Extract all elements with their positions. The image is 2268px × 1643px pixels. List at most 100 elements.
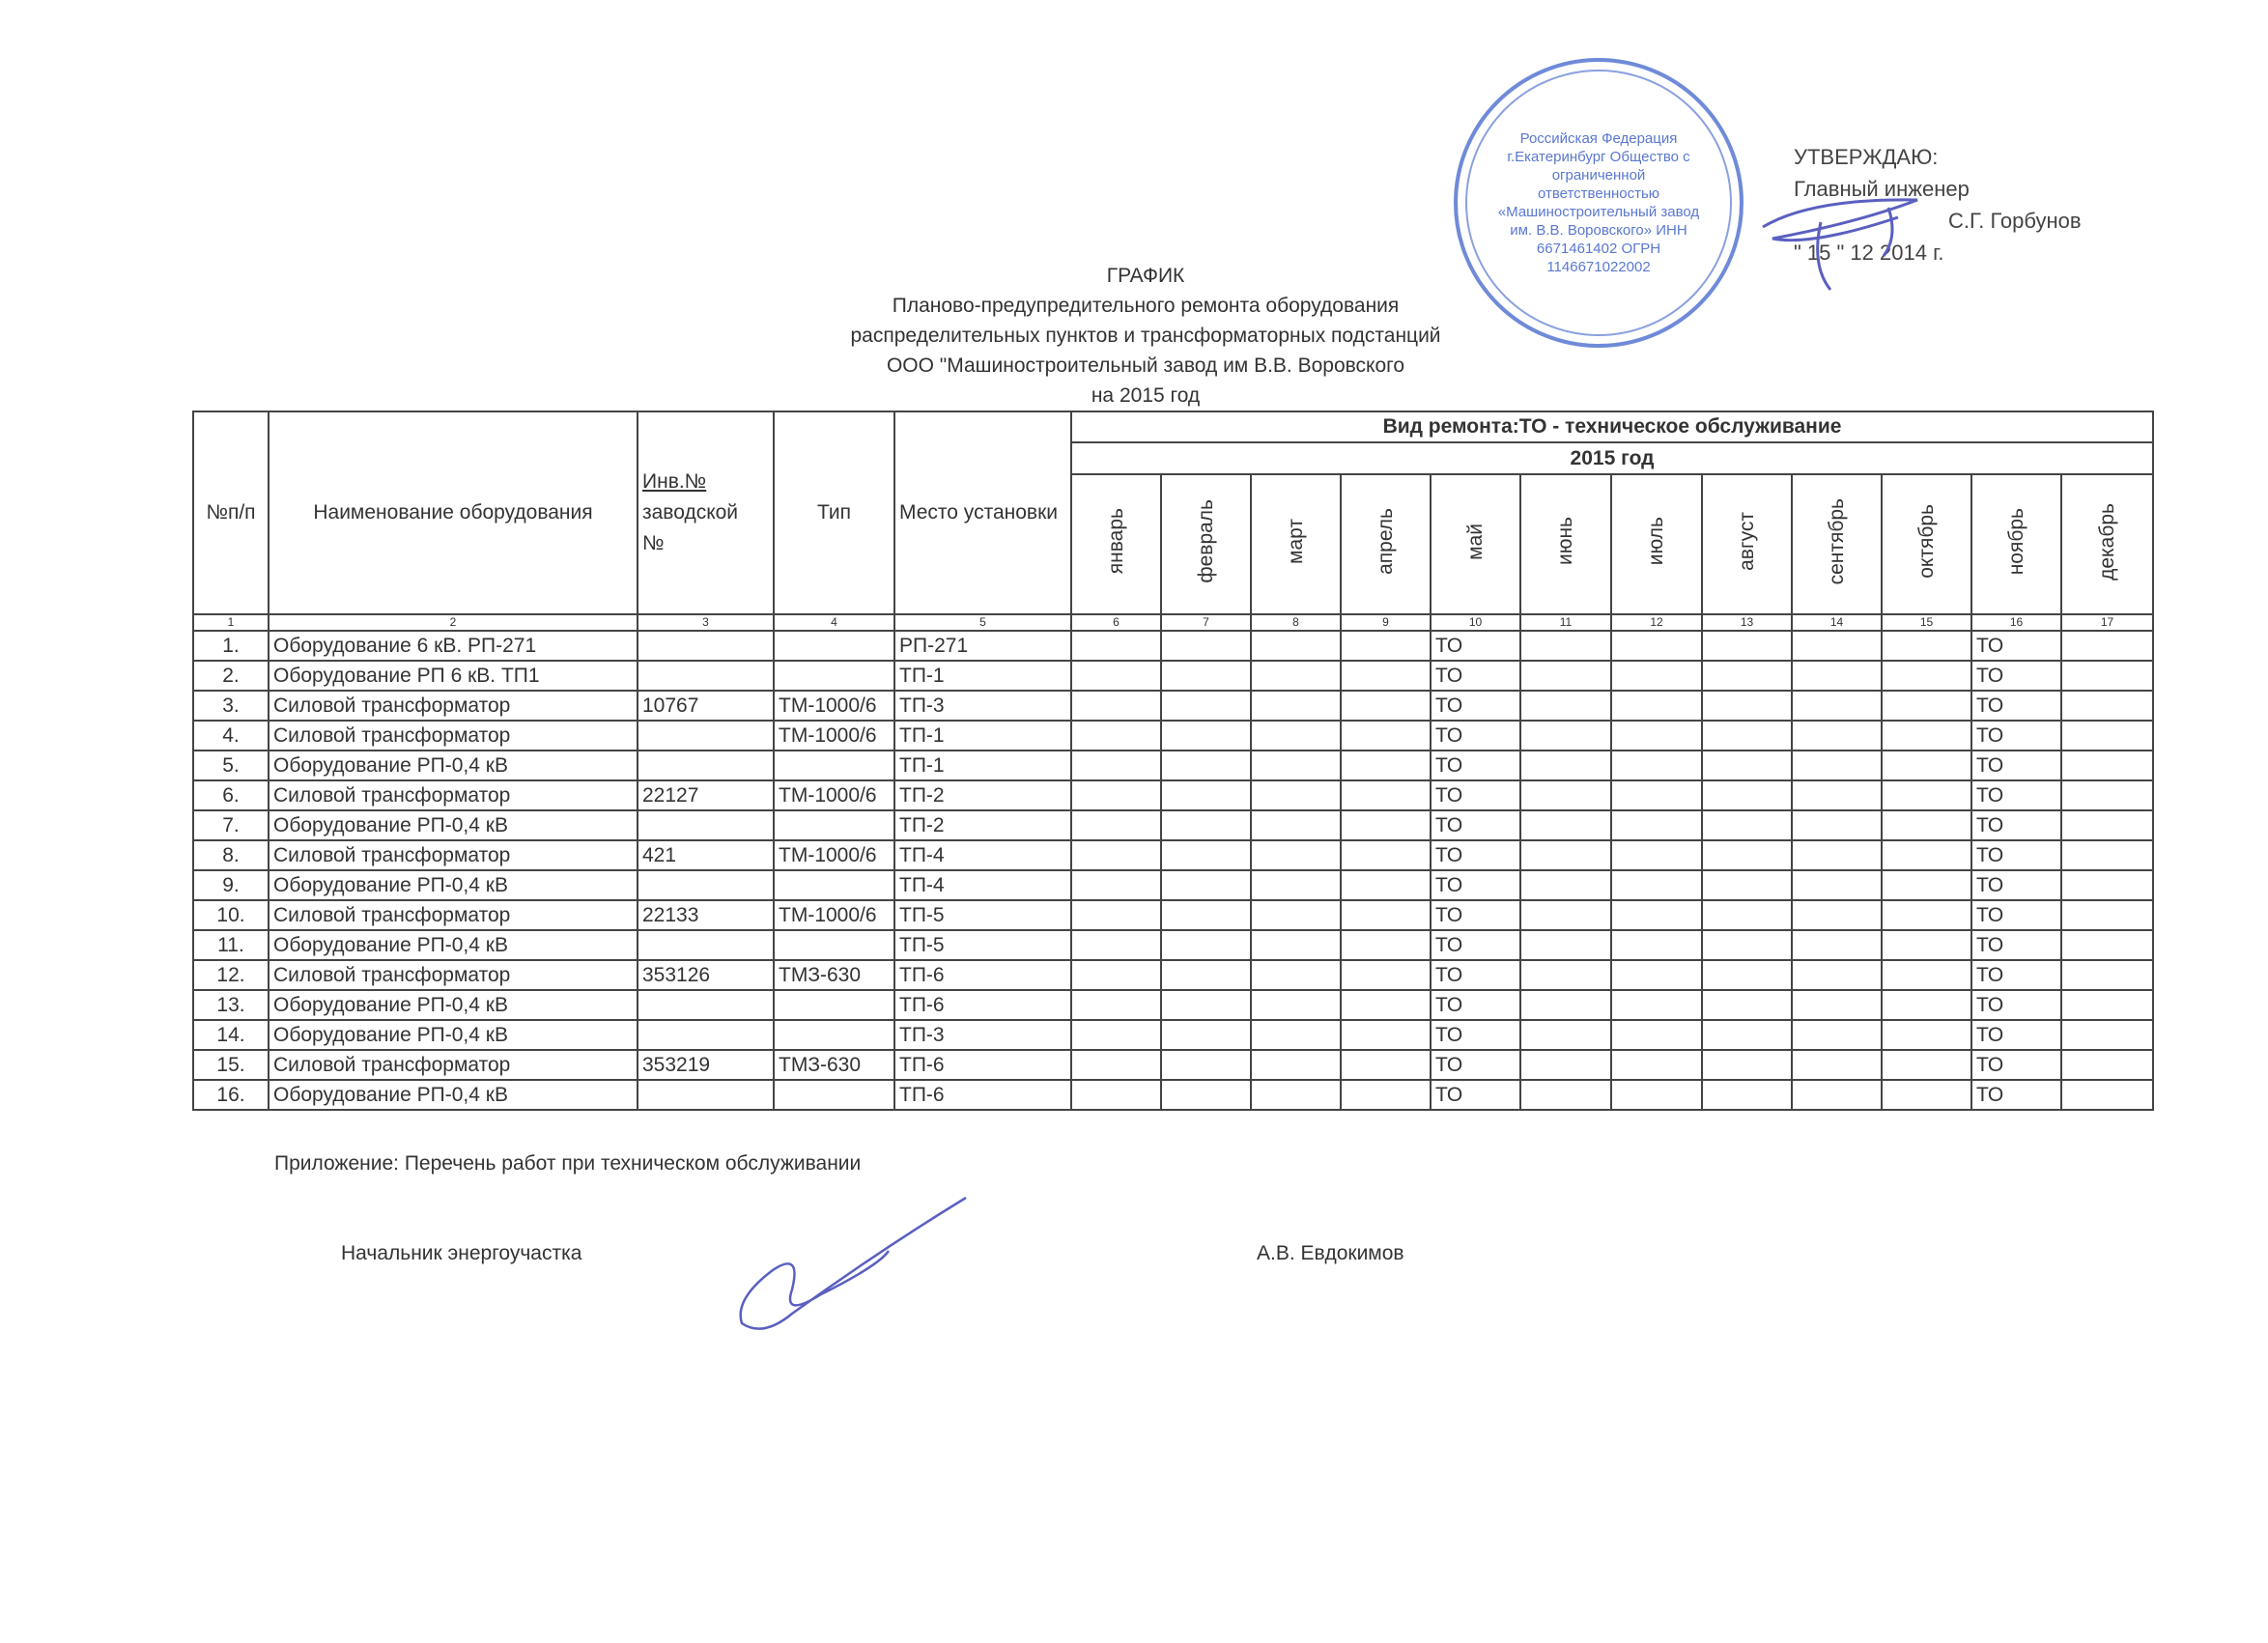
plan-cell: ТО [1430, 630, 1521, 662]
header-month: январь [1070, 473, 1162, 615]
inventory-number [637, 660, 775, 692]
column-number: 15 [1881, 613, 1972, 632]
plan-cell: ТО [1430, 690, 1521, 722]
plan-cell [1701, 660, 1793, 692]
plan-cell: ТО [1430, 1019, 1521, 1051]
plan-cell [1340, 869, 1432, 901]
header-num: №п/п [192, 411, 269, 615]
plan-cell [2059, 989, 2155, 1021]
plan-cell [1250, 720, 1342, 751]
plan-cell [1250, 630, 1342, 662]
column-number: 13 [1701, 613, 1793, 632]
plan-cell: ТО [1970, 959, 2062, 991]
plan-cell [1160, 779, 1252, 811]
table-row: 15. Силовой трансформатор 353219 ТМЗ-630 ТП-… [192, 1049, 2155, 1081]
column-number: 5 [893, 613, 1072, 632]
install-location: ТП-6 [893, 1049, 1072, 1081]
row-number: 5. [192, 750, 269, 781]
plan-cell [1340, 1019, 1432, 1051]
plan-cell [1160, 750, 1252, 781]
plan-cell [1070, 899, 1162, 931]
install-location: ТП-2 [893, 809, 1072, 841]
equipment-type: ТМ-1000/6 [773, 690, 895, 722]
equipment-type: ТМ-1000/6 [773, 839, 895, 871]
plan-cell [1250, 959, 1342, 991]
plan-cell [1340, 929, 1432, 961]
plan-cell [1881, 1019, 1972, 1051]
table-row: 2. Оборудование РП 6 кВ. ТП1 ТП-1 ТО ТО [192, 660, 2155, 692]
plan-cell [1881, 839, 1972, 871]
equipment-name: Оборудование РП-0,4 кВ [268, 1079, 638, 1111]
plan-cell [1610, 630, 1703, 662]
plan-cell [1160, 660, 1252, 692]
column-number: 17 [2059, 613, 2155, 632]
month-label: май [1463, 523, 1487, 560]
plan-cell: ТО [1970, 839, 2062, 871]
plan-cell [1070, 839, 1162, 871]
plan-cell [1250, 1019, 1342, 1051]
stamp-text: Российская Федерация г.Екатеринбург Обще… [1497, 130, 1700, 275]
plan-cell: ТО [1430, 660, 1521, 692]
plan-cell [1070, 869, 1162, 901]
plan-cell [1610, 809, 1703, 841]
equipment-type [773, 869, 895, 901]
plan-cell: ТО [1430, 720, 1521, 751]
equipment-type [773, 1079, 895, 1111]
plan-cell [1791, 1019, 1883, 1051]
equipment-type: ТМЗ-630 [773, 959, 895, 991]
plan-cell [1791, 899, 1883, 931]
plan-cell [1701, 720, 1793, 751]
table-row: 13. Оборудование РП-0,4 кВ ТП-6 ТО ТО [192, 989, 2155, 1021]
plan-cell [1881, 720, 1972, 751]
plan-cell [2059, 750, 2155, 781]
equipment-name: Оборудование РП-0,4 кВ [268, 1019, 638, 1051]
row-number: 15. [192, 1049, 269, 1081]
month-label: март [1284, 519, 1307, 564]
plan-cell [1070, 959, 1162, 991]
plan-cell [1791, 929, 1883, 961]
plan-cell [1519, 899, 1612, 931]
plan-cell [1070, 779, 1162, 811]
approval-signature [1762, 198, 1918, 291]
install-location: ТП-1 [893, 750, 1072, 781]
row-number: 11. [192, 929, 269, 961]
plan-cell [1701, 959, 1793, 991]
plan-cell: ТО [1970, 1019, 2062, 1051]
plan-cell [1791, 750, 1883, 781]
plan-cell [1791, 839, 1883, 871]
plan-cell: ТО [1970, 869, 2062, 901]
equipment-name: Силовой трансформатор [268, 779, 638, 811]
header-month: август [1701, 473, 1793, 615]
plan-cell: ТО [1430, 1079, 1521, 1111]
header-name: Наименование оборудования [268, 411, 638, 615]
plan-cell [1250, 869, 1342, 901]
header-month: сентябрь [1791, 473, 1883, 615]
equipment-name: Силовой трансформатор [268, 1049, 638, 1081]
title-line-3: распределительных пунктов и трансформато… [850, 325, 1441, 347]
month-label: ноябрь [2004, 507, 2027, 576]
plan-cell [1881, 1079, 1972, 1111]
plan-cell [1791, 959, 1883, 991]
plan-cell [1610, 750, 1703, 781]
plan-cell [1701, 869, 1793, 901]
month-label: август [1735, 512, 1758, 571]
signature [739, 1196, 967, 1330]
plan-cell [2059, 1019, 2155, 1051]
table-row: 12. Силовой трансформатор 353126 ТМЗ-630 ТП-… [192, 959, 2155, 991]
plan-cell [1340, 839, 1432, 871]
plan-cell [2059, 660, 2155, 692]
plan-cell [1881, 809, 1972, 841]
install-location: РП-271 [893, 630, 1072, 662]
plan-cell [1610, 869, 1703, 901]
plan-cell [1160, 839, 1252, 871]
plan-cell [1610, 720, 1703, 751]
title-line-1: ГРАФИК [1106, 265, 1185, 287]
plan-cell: ТО [1970, 1049, 2062, 1081]
plan-cell [1791, 809, 1883, 841]
column-number: 11 [1519, 613, 1612, 632]
plan-cell [1070, 750, 1162, 781]
plan-cell: ТО [1970, 899, 2062, 931]
document-title: ГРАФИК Планово-предупредительного ремонт… [676, 261, 1615, 411]
appendix-note: Приложение: Перечень работ при техническ… [274, 1152, 862, 1175]
plan-cell [1610, 1079, 1703, 1111]
